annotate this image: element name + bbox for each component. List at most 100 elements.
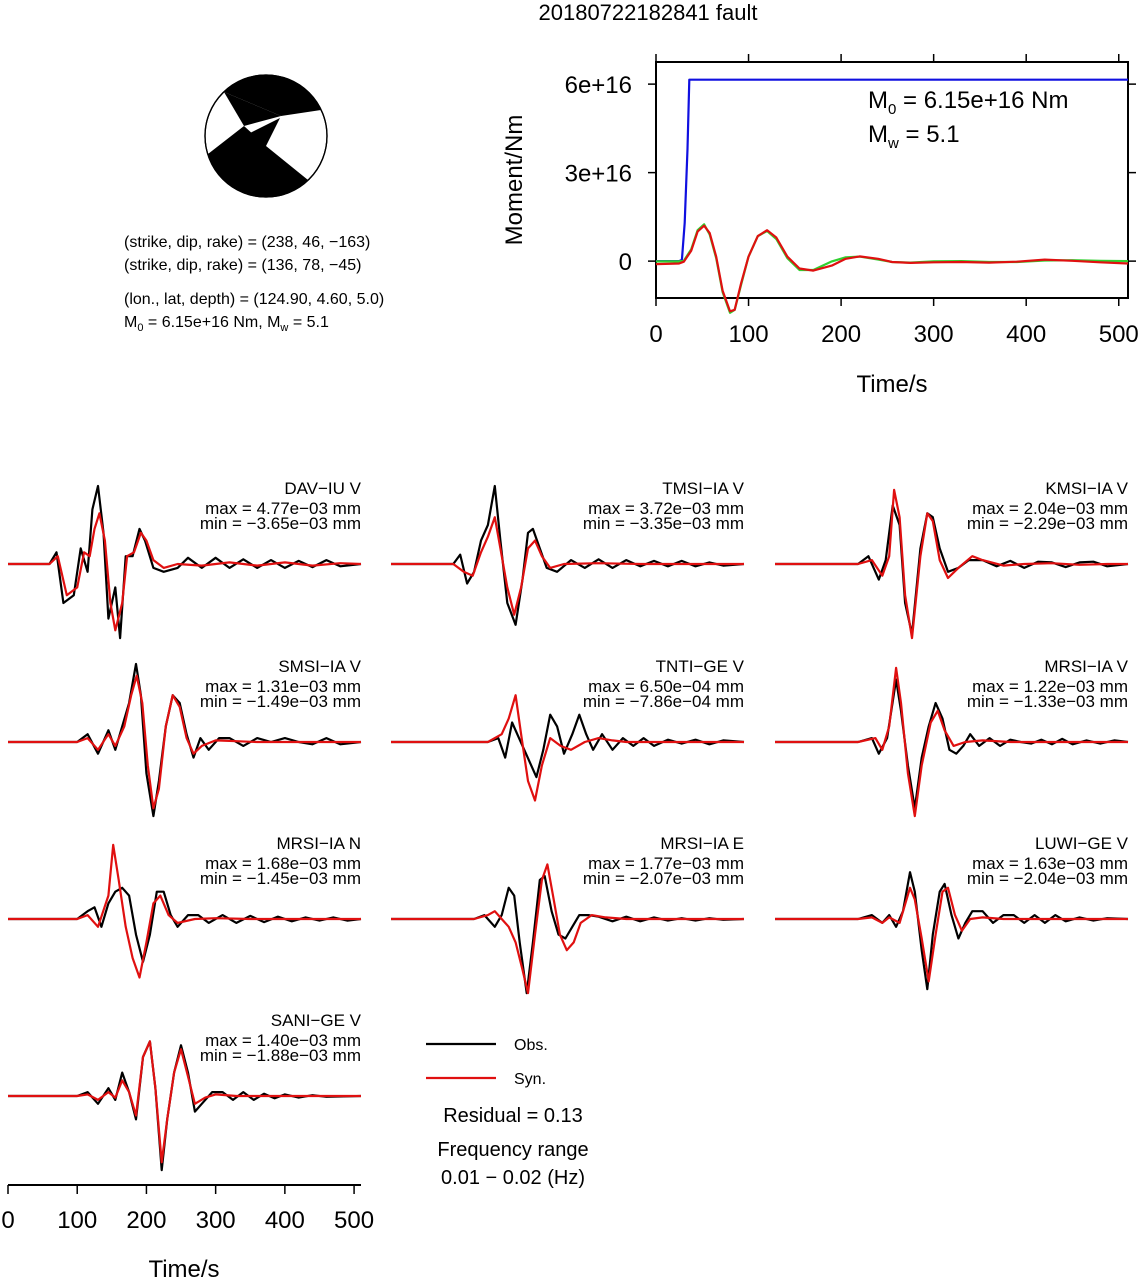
bottom-x-tick-label: 500 — [334, 1207, 374, 1234]
moment-annotation-m0: M0 = 6.15e+16 Nm — [868, 87, 1068, 118]
station-obs-trace — [391, 713, 745, 779]
moment-y-tick-label: 6e+16 — [565, 72, 632, 99]
station-max: max = 1.77e−03 mm — [588, 854, 744, 873]
moment-x-tick-label: 500 — [1099, 321, 1139, 348]
station-obs-trace — [775, 871, 1129, 991]
moment-series-2-line — [655, 224, 1129, 313]
station-min: min = −3.35e−03 mm — [583, 514, 744, 533]
mechanism-line-2: (strike, dip, rake) = (136, 78, −45) — [124, 257, 361, 274]
station-min: min = −1.33e−03 mm — [967, 692, 1128, 711]
mechanism-info: (strike, dip, rake) = (238, 46, −163) (s… — [124, 234, 384, 334]
station-max: max = 1.63e−03 mm — [972, 854, 1128, 873]
station-name: TNTI−GE V — [656, 657, 745, 676]
station-min: min = −2.04e−03 mm — [967, 869, 1128, 888]
moment-x-tick-label: 300 — [914, 321, 954, 348]
station-name: SANI−GE V — [271, 1011, 362, 1030]
station-obs-trace — [8, 1040, 362, 1172]
station-name: MRSI−IA V — [1044, 657, 1128, 676]
legend-syn-label: Syn. — [514, 1071, 546, 1088]
station-max: max = 6.50e−04 mm — [588, 677, 744, 696]
station-name: TMSI−IA V — [662, 479, 744, 498]
station-max: max = 1.68e−03 mm — [205, 854, 361, 873]
mechanism-line-3: (lon., lat, depth) = (124.90, 4.60, 5.0) — [124, 291, 384, 308]
mechanism-line-1: (strike, dip, rake) = (238, 46, −163) — [124, 234, 370, 251]
mw-sub: w — [279, 322, 288, 334]
station-max: max = 1.40e−03 mm — [205, 1031, 361, 1050]
frequency-range: 0.01 − 0.02 (Hz) — [441, 1167, 585, 1189]
m0-sub: 0 — [137, 322, 143, 334]
moment-x-tick-label: 400 — [1006, 321, 1046, 348]
legend: Obs. Syn. — [426, 1037, 548, 1088]
bottom-xlabel: Time/s — [148, 1256, 219, 1281]
station-max: max = 3.72e−03 mm — [588, 499, 744, 518]
station-syn-trace — [391, 516, 744, 616]
station-syn-trace — [8, 674, 361, 810]
station-obs-trace — [391, 875, 745, 995]
figure-title: 20180722182841 fault — [539, 0, 758, 25]
ann-m0-sub: 0 — [888, 101, 896, 118]
bottom-x-tick-label: 400 — [265, 1207, 305, 1234]
station-min: min = −1.49e−03 mm — [200, 692, 361, 711]
station-syn-trace — [391, 694, 744, 802]
station-min: min = −3.65e−03 mm — [200, 514, 361, 533]
moment-plot: 0 100 200 300 400 500 0 3e+16 6e+16 Moment/Nm Ti… — [501, 54, 1139, 398]
bottom-x-tick-label: 0 — [1, 1207, 14, 1234]
station-min: min = −2.29e−03 mm — [967, 514, 1128, 533]
bottom-time-axis: 0 100 200 300 400 500 — [1, 1184, 374, 1234]
station-name: SMSI−IA V — [278, 657, 361, 676]
m0-value: = 6.15e+16 Nm, M — [143, 314, 280, 331]
station-syn-trace — [8, 1040, 361, 1164]
station-min: min = −1.88e−03 mm — [200, 1046, 361, 1065]
m0-prefix: M — [124, 314, 137, 331]
station-name: LUWI−GE V — [1035, 834, 1129, 853]
ann-mw-prefix: M — [868, 121, 888, 148]
ann-mw-value: = 5.1 — [899, 121, 960, 148]
residual-label: Residual = 0.13 — [443, 1105, 583, 1127]
station-min: min = −2.07e−03 mm — [583, 869, 744, 888]
moment-x-tick-label: 100 — [729, 321, 769, 348]
station-syn-trace — [775, 886, 1128, 983]
bottom-x-tick-label: 200 — [126, 1207, 166, 1234]
station-obs-trace — [8, 662, 362, 818]
moment-y-tick-label: 3e+16 — [565, 161, 632, 188]
moment-ylabel: Moment/Nm — [501, 115, 528, 246]
station-name: MRSI−IA N — [276, 834, 361, 853]
station-syn-trace — [8, 843, 361, 979]
station-obs-trace — [775, 678, 1129, 810]
moment-plot-frame — [655, 61, 1129, 299]
bottom-x-tick-label: 100 — [57, 1207, 97, 1234]
moment-x-tick-label: 200 — [821, 321, 861, 348]
station-min: min = −1.45e−03 mm — [200, 869, 361, 888]
station-name: MRSI−IA E — [660, 834, 744, 853]
station-obs-trace — [775, 504, 1129, 636]
moment-x-tick-label: 0 — [649, 321, 662, 348]
ann-mw-sub: w — [887, 135, 899, 152]
station-obs-trace — [8, 886, 362, 963]
station-min: min = −7.86e−04 mm — [583, 692, 744, 711]
station-max: max = 2.04e−03 mm — [972, 499, 1128, 518]
moment-xlabel: Time/s — [856, 371, 927, 398]
station-syn-trace — [775, 488, 1128, 640]
mw-value: = 5.1 — [288, 314, 329, 331]
station-name: DAV−IU V — [284, 479, 361, 498]
bottom-x-tick-label: 300 — [196, 1207, 236, 1234]
ann-m0-value: = 6.15e+16 Nm — [896, 87, 1068, 114]
station-max: max = 4.77e−03 mm — [205, 499, 361, 518]
station-syn-trace — [8, 512, 362, 632]
legend-obs-label: Obs. — [514, 1037, 548, 1054]
beachball-icon — [204, 74, 328, 198]
mechanism-moment-line: M0 = 6.15e+16 Nm, Mw = 5.1 — [124, 314, 329, 334]
moment-y-tick-label: 0 — [619, 249, 632, 276]
